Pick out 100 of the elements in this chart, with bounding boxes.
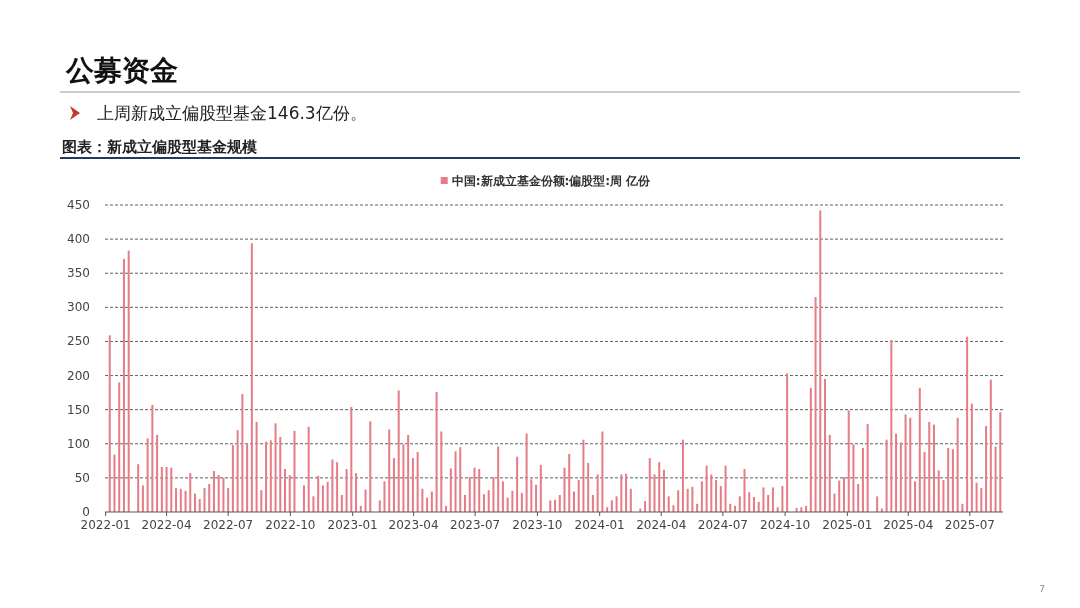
bar bbox=[909, 417, 912, 512]
x-tick-label: 2024-07 bbox=[697, 518, 748, 532]
y-tick-label: 50 bbox=[74, 470, 90, 485]
bar bbox=[715, 479, 718, 512]
bar bbox=[260, 490, 263, 512]
bar bbox=[426, 497, 429, 512]
bar bbox=[449, 468, 452, 512]
bar bbox=[691, 486, 694, 512]
bar bbox=[942, 479, 945, 512]
bar bbox=[999, 412, 1002, 512]
bar bbox=[558, 494, 561, 512]
bar bbox=[137, 464, 140, 512]
bar bbox=[459, 447, 462, 512]
bar bbox=[644, 501, 647, 512]
bar bbox=[937, 470, 940, 512]
legend: 中国:新成立基金份额:偏股型:周 亿份 bbox=[440, 174, 651, 188]
x-tick-label: 2023-01 bbox=[327, 518, 378, 532]
bar bbox=[265, 441, 268, 512]
x-tick-label: 2024-04 bbox=[636, 518, 687, 532]
bar bbox=[198, 499, 201, 512]
bar bbox=[700, 481, 703, 512]
bar bbox=[231, 445, 234, 512]
bar bbox=[914, 481, 917, 512]
bar bbox=[302, 485, 305, 512]
bar bbox=[994, 446, 997, 512]
bar bbox=[591, 494, 594, 512]
bar bbox=[951, 449, 954, 512]
bar bbox=[146, 438, 149, 512]
bar bbox=[601, 431, 604, 512]
bar bbox=[340, 494, 343, 512]
bar bbox=[454, 451, 457, 512]
bar bbox=[539, 464, 542, 512]
bar bbox=[752, 496, 755, 512]
y-tick-label: 100 bbox=[67, 436, 90, 451]
bar bbox=[975, 482, 978, 512]
bar bbox=[378, 500, 381, 512]
x-tick-label: 2022-04 bbox=[141, 518, 192, 532]
bar bbox=[113, 454, 116, 512]
x-tick-label: 2025-01 bbox=[822, 518, 873, 532]
bar bbox=[279, 436, 282, 512]
bar bbox=[876, 496, 879, 512]
bar bbox=[160, 466, 163, 512]
bar bbox=[648, 458, 651, 512]
x-tick-label: 2024-10 bbox=[760, 518, 811, 532]
bar bbox=[487, 490, 490, 512]
bar bbox=[956, 417, 959, 512]
bar bbox=[577, 479, 580, 512]
annotation: 图表：新成立偏股型基金规模 bbox=[62, 138, 257, 156]
bar bbox=[236, 430, 239, 512]
y-tick-label: 150 bbox=[67, 402, 90, 417]
bar bbox=[151, 404, 154, 512]
bar bbox=[677, 490, 680, 512]
bar bbox=[416, 451, 419, 512]
bar bbox=[520, 492, 523, 512]
bar bbox=[686, 488, 689, 512]
bar bbox=[861, 447, 864, 512]
bar bbox=[212, 471, 215, 512]
bar bbox=[724, 465, 727, 512]
bar bbox=[928, 421, 931, 512]
bar bbox=[530, 479, 533, 512]
bar bbox=[246, 443, 249, 512]
bar bbox=[350, 406, 353, 512]
bar bbox=[662, 469, 665, 512]
bar bbox=[833, 493, 836, 512]
x-tick-label: 2025-04 bbox=[883, 518, 934, 532]
bar bbox=[506, 497, 509, 512]
bar bbox=[748, 492, 751, 512]
bar bbox=[274, 423, 277, 512]
x-tick-label: 2023-07 bbox=[450, 518, 501, 532]
bar bbox=[814, 297, 817, 512]
bar bbox=[402, 444, 405, 512]
bar bbox=[809, 387, 812, 512]
bar bbox=[620, 474, 623, 512]
bar bbox=[388, 429, 391, 512]
bar bbox=[516, 456, 519, 512]
bar bbox=[203, 488, 206, 512]
bar bbox=[141, 485, 144, 512]
bar bbox=[482, 494, 485, 512]
x-tick-label: 2025-07 bbox=[944, 518, 995, 532]
bar bbox=[771, 487, 774, 512]
bar bbox=[838, 480, 841, 512]
bar bbox=[985, 426, 988, 512]
bar bbox=[189, 473, 192, 512]
y-tick-label: 400 bbox=[67, 232, 90, 247]
subtitle: 上周新成立偏股型基金146.3亿份。 bbox=[97, 103, 367, 123]
bar bbox=[392, 458, 395, 512]
bar bbox=[947, 447, 950, 512]
y-tick-label: 250 bbox=[67, 334, 90, 349]
bar bbox=[227, 488, 230, 512]
bar bbox=[336, 462, 339, 512]
bar bbox=[184, 490, 187, 512]
bar bbox=[179, 488, 182, 512]
bar bbox=[568, 454, 571, 512]
bar bbox=[857, 484, 860, 512]
x-tick-label: 2023-04 bbox=[388, 518, 439, 532]
bar bbox=[525, 433, 528, 512]
annotation: 7 bbox=[1039, 584, 1045, 594]
y-tick-label: 200 bbox=[67, 368, 90, 383]
bar bbox=[653, 474, 656, 512]
bar bbox=[658, 462, 661, 512]
